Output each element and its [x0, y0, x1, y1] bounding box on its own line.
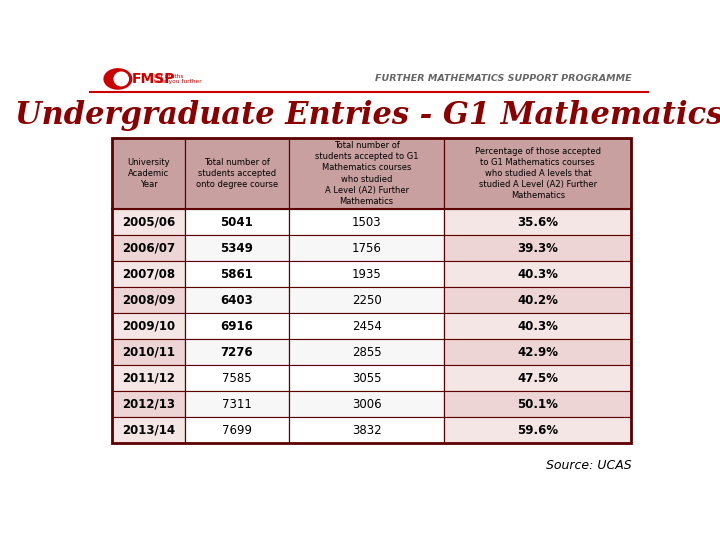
Text: 6403: 6403 [220, 294, 253, 307]
Text: 5349: 5349 [220, 242, 253, 255]
Text: 2006/07: 2006/07 [122, 242, 175, 255]
Text: 2011/12: 2011/12 [122, 372, 175, 384]
FancyBboxPatch shape [289, 210, 444, 235]
Text: 7311: 7311 [222, 398, 252, 411]
Text: 2250: 2250 [352, 294, 382, 307]
FancyBboxPatch shape [185, 210, 289, 235]
FancyBboxPatch shape [112, 210, 185, 235]
FancyBboxPatch shape [185, 235, 289, 261]
Text: 2454: 2454 [351, 320, 382, 333]
FancyBboxPatch shape [289, 365, 444, 391]
FancyBboxPatch shape [289, 313, 444, 339]
FancyBboxPatch shape [185, 287, 289, 313]
FancyBboxPatch shape [112, 261, 185, 287]
Ellipse shape [114, 71, 129, 86]
Text: Source: UCAS: Source: UCAS [546, 460, 631, 472]
Text: Total number of
students accepted to G1
Mathematics courses
who studied
A Level : Total number of students accepted to G1 … [315, 141, 418, 206]
Text: 47.5%: 47.5% [518, 372, 558, 384]
FancyBboxPatch shape [112, 391, 185, 417]
FancyBboxPatch shape [185, 138, 289, 210]
Text: 50.1%: 50.1% [518, 398, 558, 411]
Text: 7276: 7276 [220, 346, 253, 359]
Text: 40.3%: 40.3% [518, 320, 558, 333]
Text: 5041: 5041 [220, 216, 253, 229]
Text: 2010/11: 2010/11 [122, 346, 175, 359]
Text: 2007/08: 2007/08 [122, 268, 175, 281]
FancyBboxPatch shape [112, 339, 185, 365]
FancyBboxPatch shape [185, 339, 289, 365]
FancyBboxPatch shape [444, 138, 631, 210]
Text: FMSP: FMSP [132, 72, 176, 86]
Text: Let maths
take you further: Let maths take you further [154, 73, 202, 84]
Text: 42.9%: 42.9% [518, 346, 558, 359]
Text: 1935: 1935 [352, 268, 382, 281]
FancyBboxPatch shape [112, 365, 185, 391]
Text: Total number of
students accepted
onto degree course: Total number of students accepted onto d… [196, 158, 278, 189]
FancyBboxPatch shape [185, 313, 289, 339]
FancyBboxPatch shape [112, 235, 185, 261]
Ellipse shape [104, 68, 132, 90]
Text: 1503: 1503 [352, 216, 382, 229]
FancyBboxPatch shape [112, 417, 185, 443]
Text: 2855: 2855 [352, 346, 382, 359]
FancyBboxPatch shape [444, 417, 631, 443]
FancyBboxPatch shape [185, 261, 289, 287]
Text: 40.3%: 40.3% [518, 268, 558, 281]
FancyBboxPatch shape [444, 339, 631, 365]
FancyBboxPatch shape [112, 138, 185, 210]
Text: 35.6%: 35.6% [518, 216, 558, 229]
Text: FURTHER MATHEMATICS SUPPORT PROGRAMME: FURTHER MATHEMATICS SUPPORT PROGRAMME [374, 75, 631, 84]
FancyBboxPatch shape [444, 313, 631, 339]
FancyBboxPatch shape [289, 391, 444, 417]
FancyBboxPatch shape [289, 138, 444, 210]
FancyBboxPatch shape [444, 235, 631, 261]
FancyBboxPatch shape [444, 261, 631, 287]
FancyBboxPatch shape [185, 365, 289, 391]
FancyBboxPatch shape [444, 391, 631, 417]
FancyBboxPatch shape [289, 287, 444, 313]
FancyBboxPatch shape [289, 417, 444, 443]
Text: 2005/06: 2005/06 [122, 216, 175, 229]
Text: 1756: 1756 [351, 242, 382, 255]
Text: 40.2%: 40.2% [518, 294, 558, 307]
Text: 2012/13: 2012/13 [122, 398, 175, 411]
Text: 7585: 7585 [222, 372, 252, 384]
FancyBboxPatch shape [112, 313, 185, 339]
Text: 2009/10: 2009/10 [122, 320, 175, 333]
Text: 59.6%: 59.6% [517, 424, 559, 437]
FancyBboxPatch shape [289, 261, 444, 287]
Text: 3006: 3006 [352, 398, 382, 411]
Text: 6916: 6916 [220, 320, 253, 333]
Text: 7699: 7699 [222, 424, 252, 437]
FancyBboxPatch shape [444, 365, 631, 391]
FancyBboxPatch shape [185, 391, 289, 417]
FancyBboxPatch shape [289, 339, 444, 365]
Text: Undergraduate Entries - G1 Mathematics: Undergraduate Entries - G1 Mathematics [15, 100, 720, 131]
FancyBboxPatch shape [112, 287, 185, 313]
Text: Percentage of those accepted
to G1 Mathematics courses
who studied A levels that: Percentage of those accepted to G1 Mathe… [475, 147, 601, 200]
Text: 3055: 3055 [352, 372, 382, 384]
FancyBboxPatch shape [289, 235, 444, 261]
FancyBboxPatch shape [185, 417, 289, 443]
Text: 2008/09: 2008/09 [122, 294, 175, 307]
Text: 39.3%: 39.3% [518, 242, 558, 255]
Text: 3832: 3832 [352, 424, 382, 437]
Text: 2013/14: 2013/14 [122, 424, 175, 437]
Text: 5861: 5861 [220, 268, 253, 281]
Text: University
Academic
Year: University Academic Year [127, 158, 170, 189]
FancyBboxPatch shape [444, 210, 631, 235]
FancyBboxPatch shape [444, 287, 631, 313]
